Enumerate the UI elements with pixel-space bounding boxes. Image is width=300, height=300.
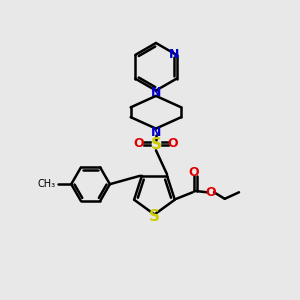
Text: CH₃: CH₃: [38, 179, 56, 189]
Text: S: S: [149, 209, 160, 224]
Text: O: O: [188, 166, 199, 179]
Text: O: O: [134, 137, 144, 150]
Text: N: N: [169, 48, 179, 62]
Text: S: S: [150, 137, 161, 152]
Text: O: O: [168, 137, 178, 150]
Text: O: O: [205, 186, 216, 199]
Text: N: N: [151, 126, 161, 139]
Text: N: N: [151, 86, 161, 99]
